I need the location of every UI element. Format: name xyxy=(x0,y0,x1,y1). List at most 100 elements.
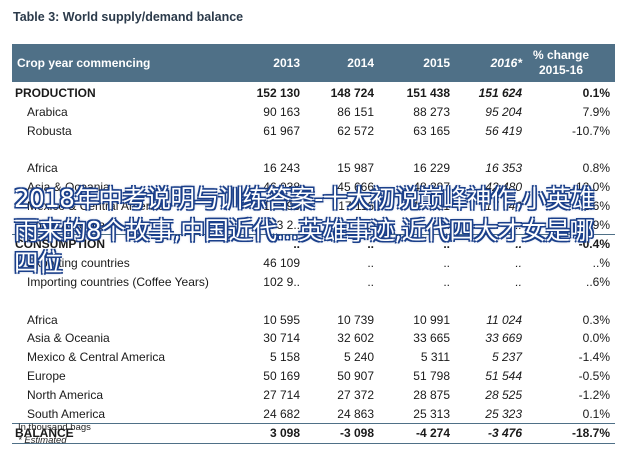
row-pct-change: 0.0% xyxy=(582,331,610,346)
row-value: 45 666 xyxy=(337,179,374,194)
row-value: -3 098 xyxy=(339,426,374,441)
row-value: 10 739 xyxy=(337,312,374,327)
row-value: .. xyxy=(515,274,522,289)
row-value: 10 991 xyxy=(413,312,450,327)
row-value: 27 372 xyxy=(337,387,374,402)
row-label: Mexico & Central America xyxy=(27,198,166,213)
row-value: 16 243 xyxy=(263,161,300,176)
row-value: .. xyxy=(293,237,300,252)
row-value: 46 109 xyxy=(263,256,300,271)
row-value: -4 274 xyxy=(415,426,450,441)
row-value: 148 724 xyxy=(330,86,374,100)
row-label: Africa xyxy=(27,312,58,327)
row-value: .. xyxy=(443,274,450,289)
row-value: 73 2.. xyxy=(269,217,300,232)
row-label: South America xyxy=(27,217,106,232)
row-label: Asia & Oceania xyxy=(27,331,110,346)
row-value: 28 525 xyxy=(485,387,522,402)
table-row: Arabica 90 163 86 151 88 273 95 204 7.9% xyxy=(12,103,615,122)
row-label: Robusta xyxy=(27,123,72,138)
row-value: .. xyxy=(443,256,450,271)
row-value: 17 291 xyxy=(413,198,450,213)
row-label: North America xyxy=(27,387,104,402)
row-value: .. xyxy=(367,274,374,289)
table-row: Robusta 61 967 62 572 63 165 56 419 -10.7% xyxy=(12,122,615,141)
header-label: Crop year commencing xyxy=(17,56,151,70)
row-value: -3 476 xyxy=(487,426,522,441)
row-value: 17 740 xyxy=(485,198,522,213)
row-value: 61 967 xyxy=(263,123,300,138)
row-value: 24 682 xyxy=(263,406,300,421)
row-pct-change: 7.9% xyxy=(582,104,610,119)
row-label: South America xyxy=(27,406,106,421)
row-label: Exporting countries xyxy=(27,256,130,271)
row-value: 102 9.. xyxy=(263,274,300,289)
row-value: .. xyxy=(515,256,522,271)
table-row: Europe 50 169 50 907 51 798 51 544 -0.5% xyxy=(12,367,615,386)
row-label: Mexico & Central America xyxy=(27,350,166,365)
row-value: 33 665 xyxy=(413,331,450,346)
row-value: 5 311 xyxy=(420,350,450,365)
row-value: 62 572 xyxy=(337,123,374,138)
table-row: Importing countries (Coffee Years) 102 9.… xyxy=(12,273,615,292)
header-col-2014: 2014 xyxy=(347,56,374,70)
row-value: 5 158 xyxy=(269,350,300,365)
row-value: 51 544 xyxy=(485,368,522,383)
row-value: 33 669 xyxy=(485,331,522,346)
header-col-2016: 2016* xyxy=(490,56,522,70)
row-value: 28 875 xyxy=(413,387,450,402)
table-row: Mexico & Central America 16 598 17 116 17 2… xyxy=(12,197,615,216)
row-label: Europe xyxy=(27,368,66,383)
table-section-row: CONSUMPTION........ -0.4% xyxy=(12,234,615,254)
header-col-2015: 2015 xyxy=(423,56,450,70)
row-value: 25 323 xyxy=(485,406,522,421)
row-label: BALANCE xyxy=(15,426,74,441)
table-row xyxy=(12,292,615,311)
table-row: South America 73 2........ 7.9% xyxy=(12,216,615,235)
row-value: 151 624 xyxy=(478,86,522,100)
row-value: .. xyxy=(367,256,374,271)
row-label: Asia & Oceania xyxy=(27,179,110,194)
row-value: 48 297 xyxy=(413,179,450,194)
row-value: 25 313 xyxy=(413,406,450,421)
row-value: 17 116 xyxy=(338,198,374,213)
note-units: In thousand bags xyxy=(18,422,91,433)
table-row: Asia & Oceania 46 038 45 666 48 297 42 480 -1… xyxy=(12,178,615,197)
row-pct-change: 7.9% xyxy=(582,217,610,232)
row-value: 3 098 xyxy=(269,426,300,441)
note-estimated: * Estimated xyxy=(18,435,67,446)
table-row xyxy=(12,140,615,159)
row-value: 46 038 xyxy=(263,179,300,194)
header-pct-change: % change 2015-16 xyxy=(532,48,589,77)
row-value: 50 169 xyxy=(263,368,300,383)
row-pct-change: 0.3% xyxy=(582,312,610,327)
row-pct-change: -0.4% xyxy=(578,237,610,252)
row-label: Arabica xyxy=(27,104,68,119)
row-pct-change: ..6% xyxy=(585,274,610,289)
row-value: .. xyxy=(443,217,450,232)
table-notes: In thousand bags * Estimated xyxy=(18,421,91,447)
row-pct-change: -18.7% xyxy=(571,426,610,441)
row-value: .. xyxy=(515,237,522,252)
row-label: Africa xyxy=(27,161,58,176)
row-value: 50 907 xyxy=(337,368,374,383)
row-value: 10 595 xyxy=(263,312,300,327)
row-label: Importing countries (Coffee Years) xyxy=(27,274,209,289)
row-value: 24 863 xyxy=(337,406,374,421)
row-value: .. xyxy=(443,237,450,252)
row-value: 42 480 xyxy=(485,179,522,194)
table-section-row: BALANCE 3 098 -3 098 -4 274 -3 476 -18.7% xyxy=(12,423,615,445)
row-value: 90 163 xyxy=(263,104,300,119)
table-row: Mexico & Central America 5 158 5 240 5 311 5… xyxy=(12,348,615,367)
supply-demand-table: Crop year commencing 2013 2014 2015 2016… xyxy=(12,44,615,445)
row-value: 95 204 xyxy=(485,104,522,119)
row-label: PRODUCTION xyxy=(15,86,96,100)
row-value: 86 151 xyxy=(337,104,374,119)
row-value: 15 987 xyxy=(337,161,374,176)
row-value: .. xyxy=(367,237,374,252)
row-pct-change: -1.4% xyxy=(578,350,610,365)
table-row: North America 27 714 27 372 28 875 28 525 -1.… xyxy=(12,386,615,405)
row-pct-change: -10.7% xyxy=(571,123,610,138)
row-value: 30 714 xyxy=(263,331,300,346)
row-pct-change: -0.5% xyxy=(578,368,610,383)
